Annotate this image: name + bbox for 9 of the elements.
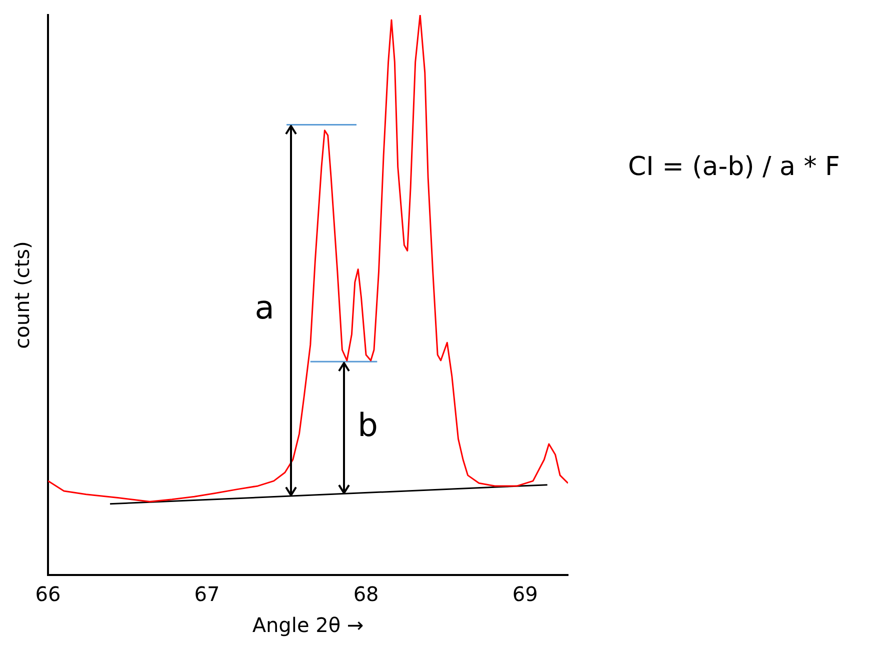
- text: CI = (a-b) / a * F: [628, 152, 840, 182]
- y-axis-title: count (cts): [10, 241, 34, 349]
- x-tick-label: 69: [512, 582, 538, 606]
- annotation: a: [254, 288, 274, 327]
- x-tick-label: 66: [35, 582, 61, 606]
- annotation: b: [358, 406, 378, 444]
- x-tick-label: 67: [194, 582, 220, 606]
- x-tick-label: 68: [353, 582, 379, 606]
- x-axis-title: Angle 2θ →: [252, 613, 364, 638]
